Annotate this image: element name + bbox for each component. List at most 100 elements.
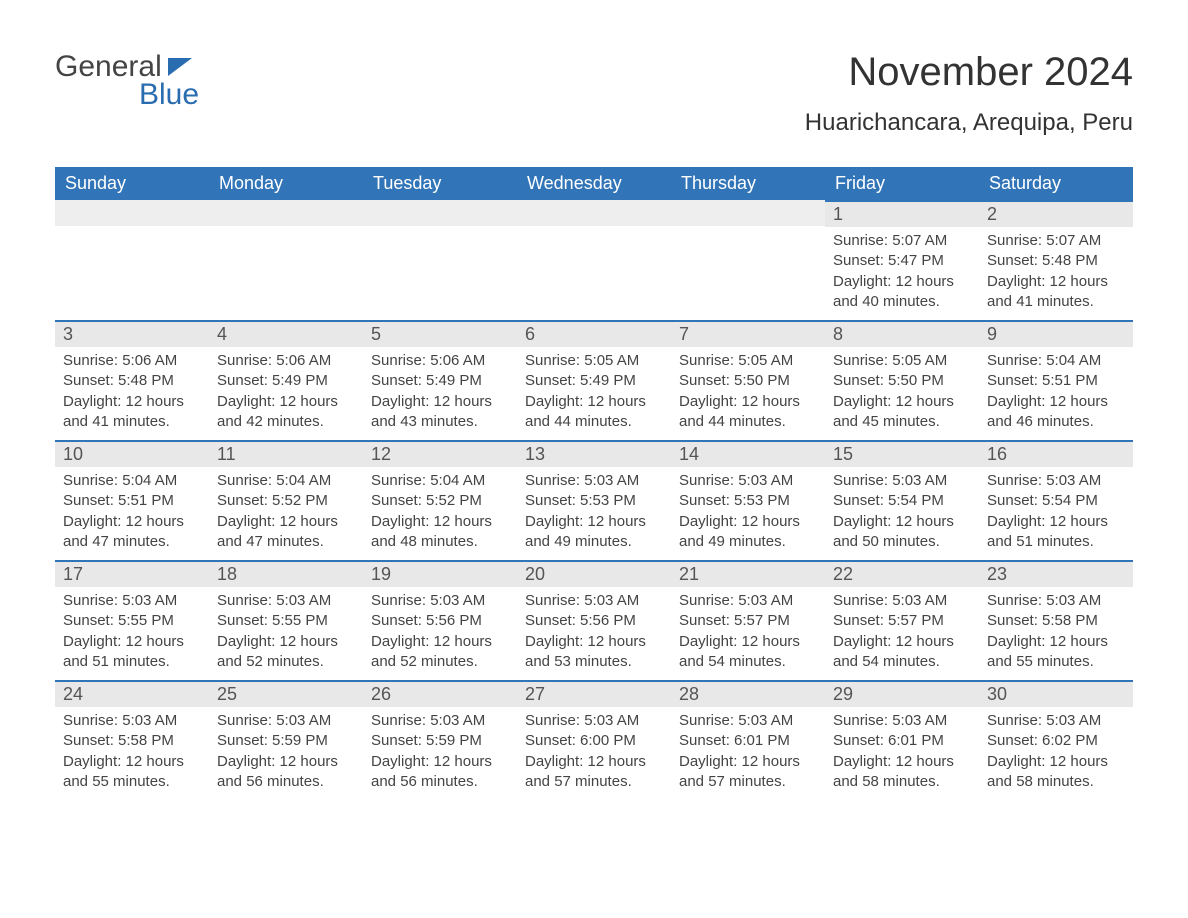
- day-sunrise: Sunrise: 5:07 AM: [833, 231, 971, 251]
- day-daylight1: Daylight: 12 hours: [217, 752, 355, 772]
- day-cell: 2Sunrise: 5:07 AMSunset: 5:48 PMDaylight…: [979, 200, 1133, 320]
- day-sunrise: Sunrise: 5:03 AM: [679, 471, 817, 491]
- day-content: Sunrise: 5:06 AMSunset: 5:49 PMDaylight:…: [209, 347, 363, 436]
- day-sunset: Sunset: 5:50 PM: [833, 371, 971, 391]
- day-sunset: Sunset: 5:53 PM: [679, 491, 817, 511]
- day-daylight1: Daylight: 12 hours: [63, 632, 201, 652]
- day-daylight1: Daylight: 12 hours: [679, 632, 817, 652]
- day-daylight2: and 41 minutes.: [987, 292, 1125, 312]
- day-daylight1: Daylight: 12 hours: [833, 392, 971, 412]
- day-daylight1: Daylight: 12 hours: [987, 632, 1125, 652]
- day-number: 1: [825, 200, 979, 227]
- day-content: Sunrise: 5:04 AMSunset: 5:51 PMDaylight:…: [979, 347, 1133, 436]
- day-cell: [209, 200, 363, 320]
- day-sunrise: Sunrise: 5:03 AM: [833, 471, 971, 491]
- day-cell: 14Sunrise: 5:03 AMSunset: 5:53 PMDayligh…: [671, 440, 825, 560]
- day-daylight2: and 55 minutes.: [63, 772, 201, 792]
- day-number: 5: [363, 320, 517, 347]
- day-daylight2: and 51 minutes.: [987, 532, 1125, 552]
- calendar: Sunday Monday Tuesday Wednesday Thursday…: [55, 167, 1133, 800]
- day-cell: 1Sunrise: 5:07 AMSunset: 5:47 PMDaylight…: [825, 200, 979, 320]
- day-content: Sunrise: 5:03 AMSunset: 5:53 PMDaylight:…: [517, 467, 671, 556]
- day-sunset: Sunset: 5:55 PM: [217, 611, 355, 631]
- day-sunrise: Sunrise: 5:06 AM: [63, 351, 201, 371]
- day-sunrise: Sunrise: 5:06 AM: [371, 351, 509, 371]
- day-content: Sunrise: 5:03 AMSunset: 6:01 PMDaylight:…: [825, 707, 979, 796]
- day-number: 30: [979, 680, 1133, 707]
- day-daylight1: Daylight: 12 hours: [525, 632, 663, 652]
- day-content: Sunrise: 5:03 AMSunset: 5:55 PMDaylight:…: [209, 587, 363, 676]
- day-daylight2: and 44 minutes.: [525, 412, 663, 432]
- day-daylight2: and 43 minutes.: [371, 412, 509, 432]
- weekday-saturday: Saturday: [979, 167, 1133, 200]
- day-sunrise: Sunrise: 5:03 AM: [833, 591, 971, 611]
- day-number: 21: [671, 560, 825, 587]
- day-content: Sunrise: 5:05 AMSunset: 5:49 PMDaylight:…: [517, 347, 671, 436]
- day-content: Sunrise: 5:03 AMSunset: 5:59 PMDaylight:…: [363, 707, 517, 796]
- day-sunrise: Sunrise: 5:03 AM: [63, 711, 201, 731]
- day-number: 17: [55, 560, 209, 587]
- day-content: Sunrise: 5:03 AMSunset: 5:57 PMDaylight:…: [825, 587, 979, 676]
- day-daylight2: and 55 minutes.: [987, 652, 1125, 672]
- day-cell: [517, 200, 671, 320]
- title-block: November 2024 Huarichancara, Arequipa, P…: [805, 50, 1133, 137]
- day-content: Sunrise: 5:07 AMSunset: 5:47 PMDaylight:…: [825, 227, 979, 316]
- day-cell: 20Sunrise: 5:03 AMSunset: 5:56 PMDayligh…: [517, 560, 671, 680]
- day-content: Sunrise: 5:03 AMSunset: 5:57 PMDaylight:…: [671, 587, 825, 676]
- day-sunset: Sunset: 5:51 PM: [987, 371, 1125, 391]
- day-number: 27: [517, 680, 671, 707]
- day-daylight1: Daylight: 12 hours: [987, 512, 1125, 532]
- day-daylight1: Daylight: 12 hours: [371, 512, 509, 532]
- day-sunset: Sunset: 5:48 PM: [63, 371, 201, 391]
- day-daylight2: and 44 minutes.: [679, 412, 817, 432]
- day-sunrise: Sunrise: 5:03 AM: [525, 711, 663, 731]
- day-number: 29: [825, 680, 979, 707]
- day-daylight2: and 58 minutes.: [987, 772, 1125, 792]
- day-sunset: Sunset: 5:52 PM: [217, 491, 355, 511]
- day-sunset: Sunset: 5:56 PM: [525, 611, 663, 631]
- day-cell: 5Sunrise: 5:06 AMSunset: 5:49 PMDaylight…: [363, 320, 517, 440]
- day-sunrise: Sunrise: 5:05 AM: [679, 351, 817, 371]
- day-daylight2: and 57 minutes.: [525, 772, 663, 792]
- day-cell: 17Sunrise: 5:03 AMSunset: 5:55 PMDayligh…: [55, 560, 209, 680]
- day-cell: 9Sunrise: 5:04 AMSunset: 5:51 PMDaylight…: [979, 320, 1133, 440]
- day-sunset: Sunset: 5:52 PM: [371, 491, 509, 511]
- day-sunrise: Sunrise: 5:05 AM: [525, 351, 663, 371]
- day-cell: 19Sunrise: 5:03 AMSunset: 5:56 PMDayligh…: [363, 560, 517, 680]
- day-sunset: Sunset: 5:49 PM: [217, 371, 355, 391]
- day-sunset: Sunset: 5:49 PM: [525, 371, 663, 391]
- day-cell: 26Sunrise: 5:03 AMSunset: 5:59 PMDayligh…: [363, 680, 517, 800]
- day-sunrise: Sunrise: 5:04 AM: [371, 471, 509, 491]
- day-number: 23: [979, 560, 1133, 587]
- day-sunset: Sunset: 5:47 PM: [833, 251, 971, 271]
- location: Huarichancara, Arequipa, Peru: [805, 109, 1133, 137]
- day-sunrise: Sunrise: 5:03 AM: [217, 711, 355, 731]
- day-daylight1: Daylight: 12 hours: [371, 752, 509, 772]
- day-sunset: Sunset: 5:57 PM: [679, 611, 817, 631]
- day-sunrise: Sunrise: 5:04 AM: [63, 471, 201, 491]
- day-content: Sunrise: 5:03 AMSunset: 6:01 PMDaylight:…: [671, 707, 825, 796]
- day-number: 2: [979, 200, 1133, 227]
- day-sunset: Sunset: 6:00 PM: [525, 731, 663, 751]
- day-content: Sunrise: 5:03 AMSunset: 5:54 PMDaylight:…: [825, 467, 979, 556]
- day-number-empty: [55, 200, 209, 226]
- day-cell: [55, 200, 209, 320]
- day-sunset: Sunset: 5:54 PM: [833, 491, 971, 511]
- day-content: Sunrise: 5:03 AMSunset: 5:55 PMDaylight:…: [55, 587, 209, 676]
- day-daylight2: and 54 minutes.: [679, 652, 817, 672]
- day-sunrise: Sunrise: 5:03 AM: [525, 471, 663, 491]
- day-daylight1: Daylight: 12 hours: [525, 392, 663, 412]
- day-sunset: Sunset: 5:48 PM: [987, 251, 1125, 271]
- day-cell: [363, 200, 517, 320]
- day-number: 4: [209, 320, 363, 347]
- day-daylight2: and 51 minutes.: [63, 652, 201, 672]
- day-cell: 8Sunrise: 5:05 AMSunset: 5:50 PMDaylight…: [825, 320, 979, 440]
- day-cell: 23Sunrise: 5:03 AMSunset: 5:58 PMDayligh…: [979, 560, 1133, 680]
- day-cell: 28Sunrise: 5:03 AMSunset: 6:01 PMDayligh…: [671, 680, 825, 800]
- day-number: 26: [363, 680, 517, 707]
- day-sunrise: Sunrise: 5:03 AM: [371, 591, 509, 611]
- day-content: Sunrise: 5:07 AMSunset: 5:48 PMDaylight:…: [979, 227, 1133, 316]
- weekday-thursday: Thursday: [671, 167, 825, 200]
- day-content: Sunrise: 5:06 AMSunset: 5:48 PMDaylight:…: [55, 347, 209, 436]
- day-number: 10: [55, 440, 209, 467]
